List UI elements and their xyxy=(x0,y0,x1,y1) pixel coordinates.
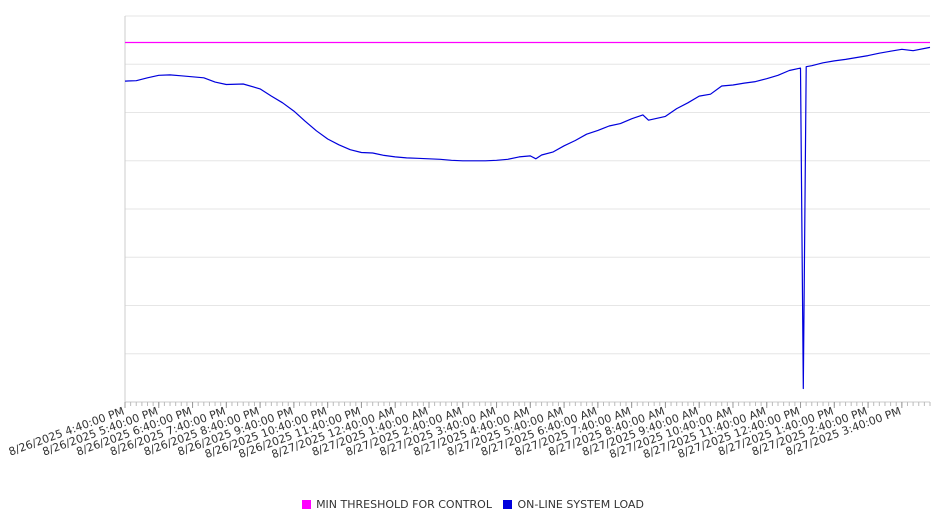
legend-item-threshold[interactable]: MIN THRESHOLD FOR CONTROL xyxy=(302,498,492,511)
legend-swatch-threshold xyxy=(302,500,312,509)
legend-item-system-load[interactable]: ON-LINE SYSTEM LOAD xyxy=(503,498,644,511)
legend-label-system-load: ON-LINE SYSTEM LOAD xyxy=(517,498,644,511)
legend-label-threshold: MIN THRESHOLD FOR CONTROL xyxy=(316,498,492,511)
legend-swatch-system-load xyxy=(503,500,513,509)
x-tick-labels: 8/26/2025 4:40:00 PM8/26/2025 5:40:00 PM… xyxy=(7,405,903,462)
system-load-line xyxy=(124,46,931,390)
grid xyxy=(125,15,930,403)
axes xyxy=(124,16,931,408)
legend: MIN THRESHOLD FOR CONTROL ON-LINE SYSTEM… xyxy=(0,498,946,511)
series-lines xyxy=(124,41,931,390)
